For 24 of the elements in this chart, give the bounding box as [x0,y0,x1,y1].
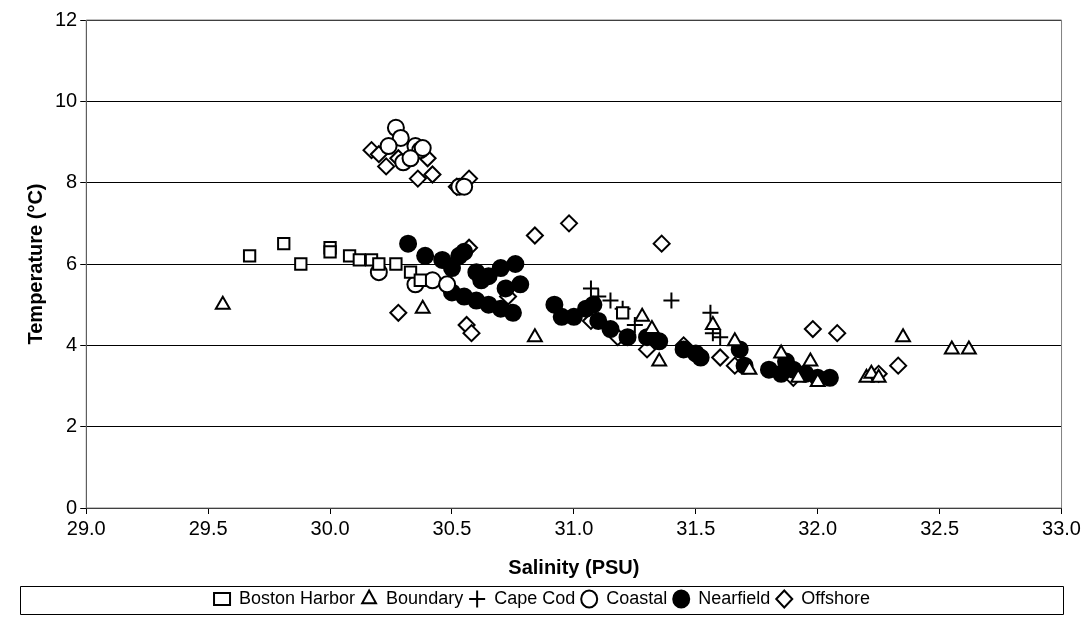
y-tick-label: 12 [55,7,78,30]
y-axis-title: Temperature (°C) [23,183,46,345]
x-tick-label: 32.0 [798,516,838,539]
x-tick-label: 31.0 [554,516,594,539]
x-tick-label: 30.5 [432,516,472,539]
x-tick-label: 31.5 [676,516,716,539]
legend-label: Boston Harbor [239,587,356,608]
y-tick-label: 8 [66,170,78,193]
legend-label: Boundary [386,587,464,608]
legend-label: Cape Cod [494,587,576,608]
y-tick-label: 10 [55,88,78,111]
x-tick-label: 30.0 [310,516,350,539]
legend-label: Offshore [801,587,870,608]
x-tick-label: 32.5 [920,516,960,539]
x-tick-label: 29.0 [66,516,106,539]
x-tick-label: 33.0 [1042,516,1082,539]
legend-label: Nearfield [698,587,771,608]
y-tick-label: 0 [66,495,78,518]
y-tick-label: 4 [66,332,78,355]
y-tick-label: 2 [66,414,78,437]
x-axis-title: Salinity (PSU) [508,555,640,578]
legend-label: Coastal [606,587,668,608]
y-tick-label: 6 [66,251,78,274]
x-tick-label: 29.5 [188,516,228,539]
